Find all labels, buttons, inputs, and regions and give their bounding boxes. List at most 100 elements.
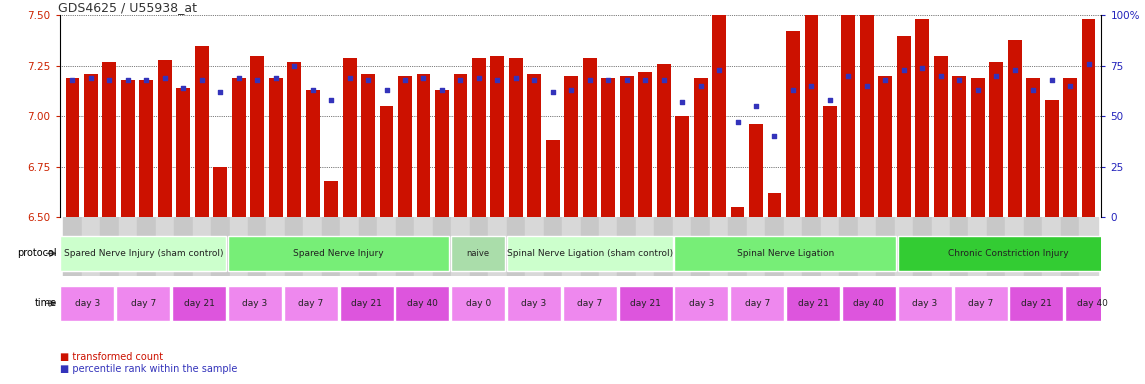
Bar: [635, 217, 655, 276]
Bar: [787, 286, 840, 321]
Bar: [472, 58, 485, 217]
Point: [230, 75, 248, 81]
Point: [267, 75, 285, 81]
Bar: [601, 78, 615, 217]
Bar: [528, 74, 542, 217]
Bar: [1005, 217, 1024, 276]
Text: day 3: day 3: [74, 299, 100, 308]
Bar: [211, 217, 229, 276]
Bar: [378, 217, 396, 276]
Bar: [599, 217, 617, 276]
Bar: [507, 286, 561, 321]
Text: Chronic Constriction Injury: Chronic Constriction Injury: [948, 249, 1068, 258]
Bar: [676, 116, 689, 217]
Point: [655, 77, 673, 83]
Point: [469, 75, 488, 81]
Bar: [1064, 78, 1077, 217]
Bar: [674, 286, 728, 321]
Bar: [564, 76, 578, 217]
Bar: [618, 286, 672, 321]
Bar: [435, 90, 449, 217]
Text: ■ transformed count: ■ transformed count: [60, 352, 163, 362]
Bar: [398, 76, 412, 217]
Point: [81, 75, 100, 81]
Point: [378, 87, 396, 93]
Point: [599, 77, 617, 83]
Text: ■ percentile rank within the sample: ■ percentile rank within the sample: [60, 364, 237, 374]
Bar: [1042, 217, 1061, 276]
Bar: [287, 62, 301, 217]
Bar: [894, 217, 913, 276]
Bar: [619, 76, 633, 217]
Bar: [61, 286, 114, 321]
Text: day 21: day 21: [798, 299, 829, 308]
Bar: [934, 56, 948, 217]
Bar: [119, 217, 137, 276]
Bar: [842, 5, 855, 217]
Bar: [100, 217, 119, 276]
Bar: [898, 286, 951, 321]
Bar: [1082, 19, 1096, 217]
Point: [322, 97, 340, 103]
Bar: [987, 217, 1005, 276]
Point: [358, 77, 377, 83]
Bar: [396, 217, 414, 276]
Text: day 21: day 21: [352, 299, 382, 308]
Text: time: time: [35, 298, 57, 308]
Point: [488, 77, 506, 83]
Bar: [638, 72, 653, 217]
Point: [451, 77, 469, 83]
Bar: [674, 236, 895, 271]
Bar: [358, 217, 378, 276]
Text: day 7: day 7: [577, 299, 602, 308]
Bar: [103, 62, 117, 217]
Point: [635, 77, 654, 83]
Bar: [303, 217, 322, 276]
Text: day 7: day 7: [968, 299, 993, 308]
Point: [396, 77, 414, 83]
Point: [987, 73, 1005, 79]
Bar: [876, 217, 894, 276]
Bar: [137, 217, 156, 276]
Bar: [842, 286, 895, 321]
Bar: [785, 31, 800, 217]
Bar: [1065, 286, 1119, 321]
Bar: [488, 217, 506, 276]
Point: [1024, 87, 1042, 93]
Bar: [490, 56, 504, 217]
Bar: [61, 236, 226, 271]
Bar: [192, 217, 211, 276]
Bar: [451, 286, 505, 321]
Bar: [989, 62, 1003, 217]
Bar: [324, 181, 338, 217]
Point: [1005, 67, 1024, 73]
Bar: [954, 286, 1008, 321]
Point: [950, 77, 969, 83]
Point: [894, 67, 913, 73]
Bar: [508, 58, 523, 217]
Bar: [803, 217, 821, 276]
Bar: [340, 217, 358, 276]
Point: [784, 87, 803, 93]
Bar: [140, 80, 153, 217]
Point: [156, 75, 174, 81]
Bar: [451, 236, 505, 271]
Bar: [469, 217, 488, 276]
Bar: [858, 217, 876, 276]
Text: day 40: day 40: [853, 299, 884, 308]
Bar: [1061, 217, 1080, 276]
Text: day 21: day 21: [1021, 299, 1052, 308]
Bar: [229, 217, 248, 276]
Text: Spinal Nerve Ligation: Spinal Nerve Ligation: [736, 249, 834, 258]
Bar: [712, 0, 726, 217]
Bar: [969, 217, 987, 276]
Bar: [395, 286, 449, 321]
Point: [692, 83, 710, 89]
Point: [63, 77, 81, 83]
Bar: [121, 80, 135, 217]
Point: [248, 77, 267, 83]
Point: [526, 77, 544, 83]
Point: [174, 85, 192, 91]
Text: naive: naive: [467, 249, 490, 258]
Point: [728, 119, 747, 125]
